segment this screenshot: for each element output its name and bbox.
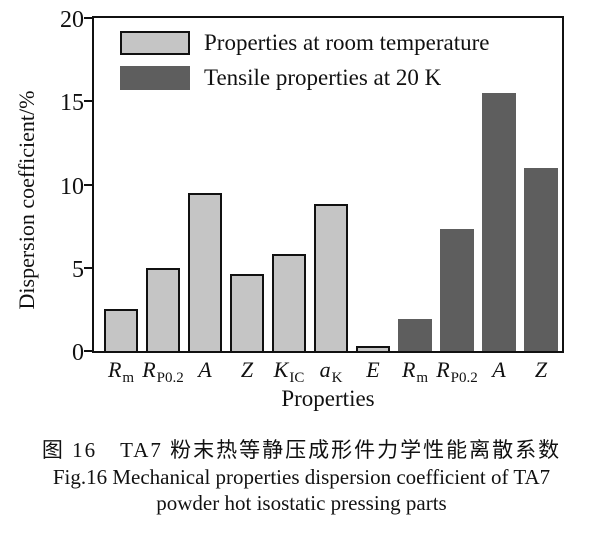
x-tick-label-sub: P0.2	[156, 370, 184, 386]
x-tick-label-Kic-rt: KIC	[259, 357, 319, 386]
legend-item-room-temperature: Properties at room temperature	[120, 31, 489, 55]
x-tick-label-main: Z	[534, 357, 548, 382]
x-tick-label-A-rt: A	[175, 357, 235, 383]
x-tick-label-sub: IC	[289, 370, 305, 386]
bar-E-rt	[356, 346, 390, 351]
bar-A-20k	[482, 93, 516, 351]
legend-item-20k: Tensile properties at 20 K	[120, 66, 489, 90]
bar-Rp02-20k	[440, 229, 474, 351]
caption-chinese: 图 16 TA7 粉末热等静压成形件力学性能离散系数	[41, 438, 562, 462]
caption-english-line1: Fig.16 Mechanical properties dispersion …	[52, 465, 551, 489]
x-axis-tick-labels: Rm RP0.2 A Z KIC aK E Rm RP0.2 A Z	[94, 357, 562, 391]
bar-aK-rt	[314, 204, 348, 351]
x-tick-label-sub: m	[122, 370, 135, 386]
x-tick-label-Rp02-rt: RP0.2	[133, 357, 193, 386]
x-tick-label-Z-rt: Z	[217, 357, 277, 383]
plot-area: Properties at room temperature Tensile p…	[84, 16, 564, 353]
x-tick-label-sub: m	[416, 370, 429, 386]
legend-label-room-temperature: Properties at room temperature	[204, 30, 490, 55]
legend-swatch-room-temperature	[120, 31, 190, 55]
y-tick-20	[84, 17, 92, 19]
y-axis-tick-labels: 0 5 10 15 20	[36, 8, 84, 365]
legend-label-20k: Tensile properties at 20 K	[204, 65, 442, 90]
y-tick-10	[84, 183, 92, 186]
legend: Properties at room temperature Tensile p…	[120, 31, 489, 101]
bar-A-rt	[188, 193, 222, 351]
bar-Rm-20k	[398, 319, 432, 351]
y-tick-0	[84, 350, 92, 352]
y-tick-label-20: 20	[60, 7, 84, 33]
x-tick-label-Rp02-20k: RP0.2	[427, 357, 487, 386]
x-tick-label-main: R	[142, 357, 156, 382]
x-tick-label-sub: K	[331, 370, 343, 386]
x-tick-label-main: R	[436, 357, 450, 382]
figure-caption: 图 16 TA7 粉末热等静压成形件力学性能离散系数 Fig.16 Mechan…	[0, 437, 603, 516]
x-tick-label-Z-20k: Z	[511, 357, 571, 383]
bar-Kic-rt	[272, 254, 306, 351]
bar-Z-20k	[524, 168, 558, 351]
x-tick-label-main: A	[492, 357, 506, 382]
legend-swatch-20k	[120, 66, 190, 90]
x-tick-label-Rm-rt: Rm	[91, 357, 151, 386]
y-tick-label-10: 10	[60, 173, 84, 200]
y-tick-5	[84, 266, 92, 269]
bar-Rm-rt	[104, 309, 138, 351]
x-tick-label-main: a	[319, 357, 331, 382]
x-tick-label-main: E	[366, 357, 380, 382]
x-tick-label-A-20k: A	[469, 357, 529, 383]
y-tick-label-5: 5	[72, 256, 84, 283]
x-tick-label-main: A	[198, 357, 212, 382]
x-tick-label-main: K	[273, 357, 289, 382]
x-tick-label-main: R	[107, 357, 122, 382]
x-tick-label-main: Z	[240, 357, 254, 382]
bar-Rp02-rt	[146, 268, 180, 351]
x-tick-label-main: R	[401, 357, 416, 382]
x-tick-label-sub: P0.2	[450, 370, 478, 386]
y-tick-15	[84, 100, 92, 103]
bar-Z-rt	[230, 274, 264, 351]
y-tick-label-15: 15	[60, 90, 84, 117]
x-axis-title: Properties	[281, 386, 375, 411]
x-tick-label-aK-rt: aK	[301, 357, 361, 386]
y-tick-label-0: 0	[72, 340, 84, 366]
caption-english-line2: powder hot isostatic pressing parts	[156, 491, 447, 515]
x-tick-label-E-rt: E	[343, 357, 403, 383]
x-tick-label-Rm-20k: Rm	[385, 357, 445, 386]
